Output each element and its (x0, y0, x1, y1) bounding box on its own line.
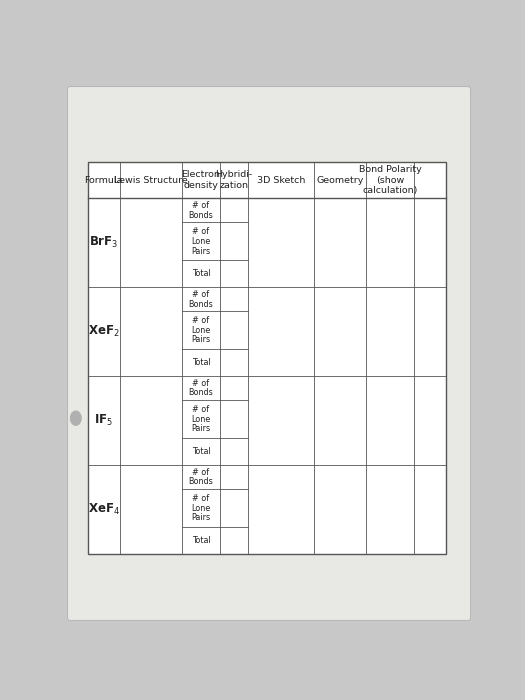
Text: Bond Polarity
(show
calculation): Bond Polarity (show calculation) (359, 165, 422, 195)
Text: Total: Total (192, 358, 211, 368)
Text: IF$_5$: IF$_5$ (94, 413, 113, 428)
Text: # of
Lone
Pairs: # of Lone Pairs (191, 227, 211, 256)
Text: Total: Total (192, 536, 211, 545)
Text: Geometry: Geometry (316, 176, 364, 185)
Text: Formula: Formula (85, 176, 123, 185)
Text: # of
Bonds: # of Bonds (188, 201, 213, 220)
Circle shape (70, 411, 81, 425)
Text: BrF$_3$: BrF$_3$ (89, 235, 119, 250)
Text: XeF$_2$: XeF$_2$ (88, 324, 120, 340)
Text: Lewis Structure: Lewis Structure (114, 176, 188, 185)
Text: Total: Total (192, 447, 211, 456)
Text: Electron
density: Electron density (182, 171, 220, 190)
Text: # of
Bonds: # of Bonds (188, 468, 213, 486)
Bar (88, 162, 446, 554)
Text: # of
Lone
Pairs: # of Lone Pairs (191, 494, 211, 522)
Text: XeF$_4$: XeF$_4$ (88, 502, 120, 517)
Text: # of
Lone
Pairs: # of Lone Pairs (191, 405, 211, 433)
Text: Total: Total (192, 270, 211, 279)
Text: Hybridi-
zation: Hybridi- zation (215, 171, 253, 190)
Text: # of
Bonds: # of Bonds (188, 379, 213, 398)
Text: # of
Bonds: # of Bonds (188, 290, 213, 309)
FancyBboxPatch shape (68, 87, 470, 620)
Text: 3D Sketch: 3D Sketch (257, 176, 305, 185)
Text: # of
Lone
Pairs: # of Lone Pairs (191, 316, 211, 344)
